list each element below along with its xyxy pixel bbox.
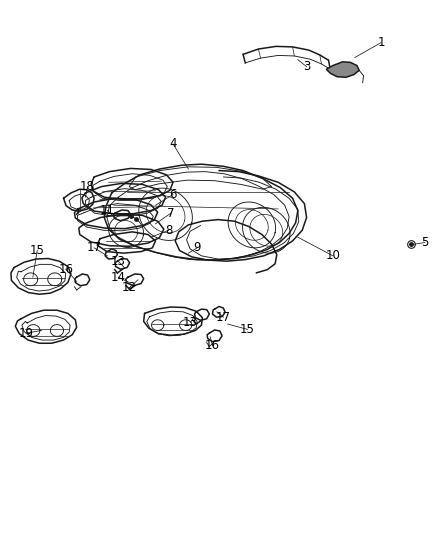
Text: 3: 3	[303, 60, 310, 73]
Text: 18: 18	[80, 180, 95, 193]
Text: 14: 14	[111, 271, 126, 284]
Text: 17: 17	[87, 241, 102, 254]
Text: 15: 15	[240, 323, 255, 336]
Text: 16: 16	[205, 339, 220, 352]
Text: 19: 19	[19, 327, 34, 340]
Text: 6: 6	[169, 188, 177, 201]
Text: 17: 17	[216, 311, 231, 324]
Polygon shape	[326, 62, 359, 77]
Text: 1: 1	[377, 36, 385, 49]
Text: 7: 7	[167, 207, 175, 220]
Text: 12: 12	[122, 281, 137, 294]
Text: 8: 8	[165, 224, 172, 237]
Text: 13: 13	[111, 255, 126, 268]
Text: 15: 15	[30, 244, 45, 257]
Text: 5: 5	[421, 236, 428, 249]
Text: 16: 16	[58, 263, 73, 276]
Text: 11: 11	[100, 204, 115, 217]
Text: 4: 4	[169, 138, 177, 150]
Text: 13: 13	[183, 316, 198, 329]
Text: 9: 9	[193, 241, 201, 254]
Text: 10: 10	[325, 249, 340, 262]
